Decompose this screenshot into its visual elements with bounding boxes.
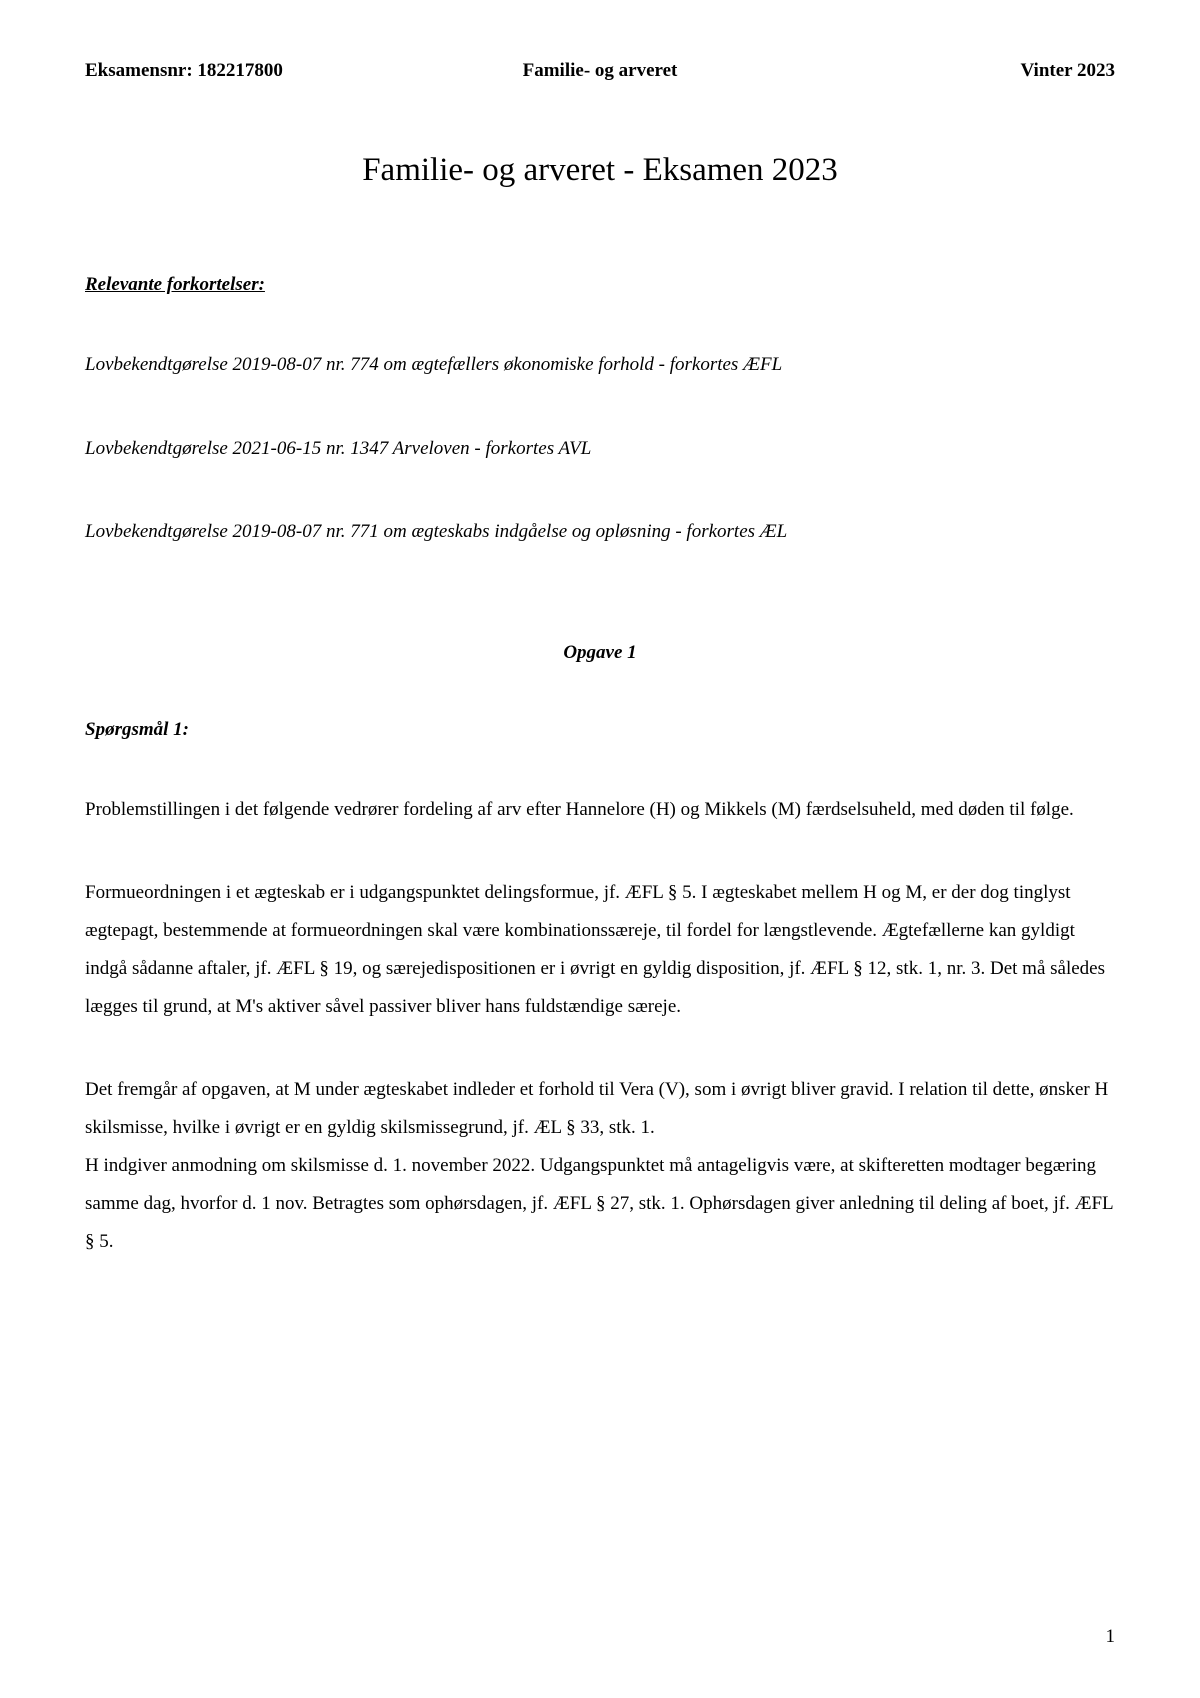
- body-paragraph: H indgiver anmodning om skilsmisse d. 1.…: [85, 1147, 1115, 1261]
- task-heading: Opgave 1: [85, 642, 1115, 664]
- body-paragraph: Det fremgår af opgaven, at M under ægtes…: [85, 1071, 1115, 1147]
- abbreviations-heading: Relevante forkortelser:: [85, 274, 1115, 296]
- body-paragraph: Problemstillingen i det følgende vedrøre…: [85, 791, 1115, 829]
- body-paragraph: Formueordningen i et ægteskab er i udgan…: [85, 874, 1115, 1026]
- abbreviation-item: Lovbekendtgørelse 2021-06-15 nr. 1347 Ar…: [85, 435, 1115, 464]
- page-number: 1: [1106, 1626, 1116, 1648]
- exam-number: Eksamensnr: 182217800: [85, 60, 283, 82]
- abbreviation-item: Lovbekendtgørelse 2019-08-07 nr. 771 om …: [85, 518, 1115, 547]
- subject-name: Familie- og arveret: [523, 60, 678, 82]
- question-heading: Spørgsmål 1:: [85, 719, 1115, 741]
- abbreviation-item: Lovbekendtgørelse 2019-08-07 nr. 774 om …: [85, 351, 1115, 380]
- page-header: Eksamensnr: 182217800 Familie- og arvere…: [85, 60, 1115, 82]
- term-label: Vinter 2023: [1021, 60, 1115, 82]
- document-title: Familie- og arveret - Eksamen 2023: [85, 152, 1115, 189]
